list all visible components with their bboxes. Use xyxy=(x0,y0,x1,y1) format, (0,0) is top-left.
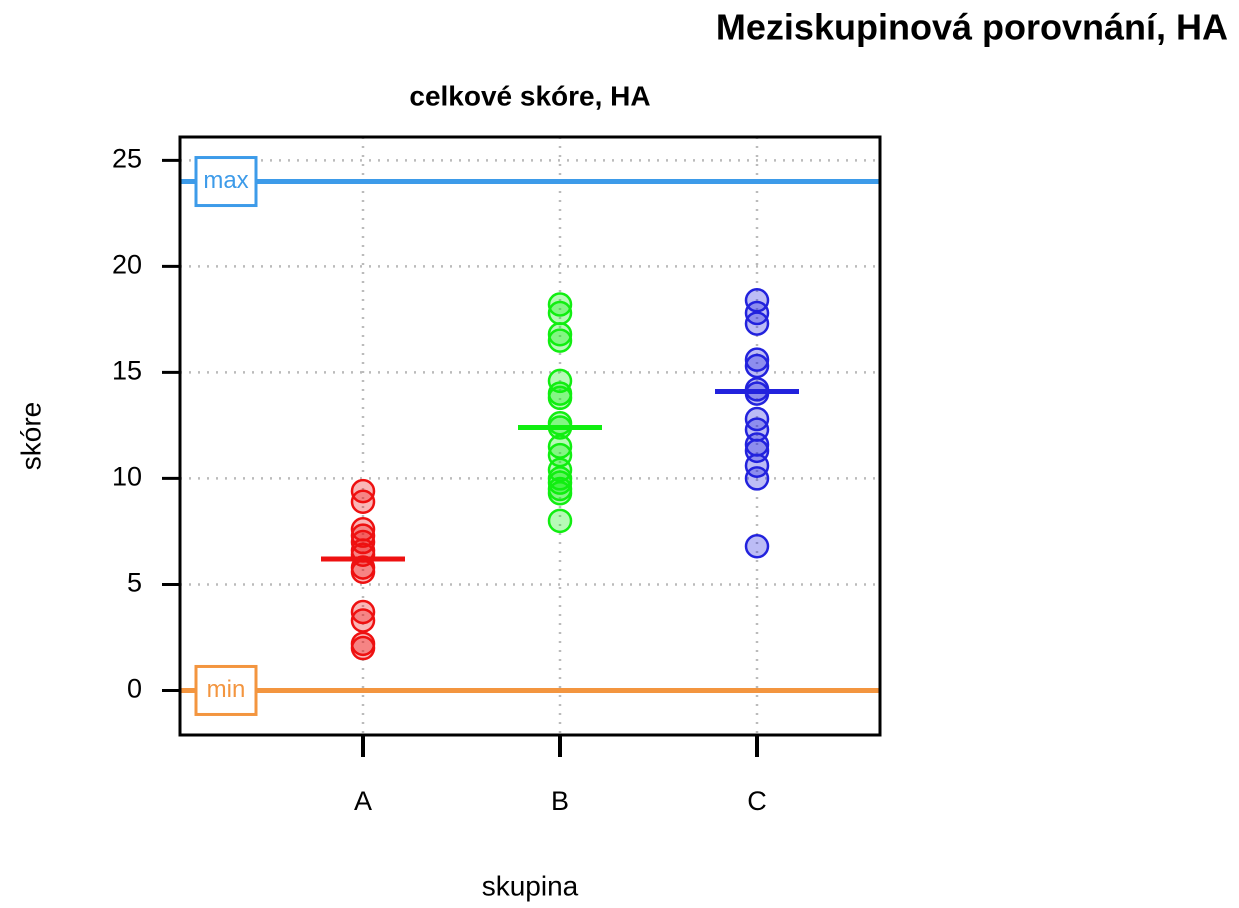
point xyxy=(350,599,376,625)
point xyxy=(547,328,573,353)
x-tick-label: B xyxy=(551,786,569,816)
x-axis-label: skupina xyxy=(482,870,579,901)
chart-title: Meziskupinová porovnání, HA xyxy=(716,7,1228,48)
y-tick-label: 15 xyxy=(112,356,142,386)
point xyxy=(547,457,573,483)
reference-label: max xyxy=(203,167,248,194)
y-tick-label: 5 xyxy=(127,568,142,598)
point xyxy=(547,508,573,534)
point xyxy=(744,288,770,313)
point xyxy=(547,292,573,317)
point xyxy=(350,559,376,584)
reference-label-box xyxy=(194,156,258,208)
point xyxy=(744,466,770,491)
point xyxy=(350,489,376,514)
y-tick-label: 20 xyxy=(112,249,142,279)
point xyxy=(547,300,573,326)
point xyxy=(350,608,376,633)
point xyxy=(547,481,573,506)
y-axis-label: skóre xyxy=(15,402,46,470)
point xyxy=(350,635,376,661)
point xyxy=(350,529,376,555)
point xyxy=(547,434,573,459)
point xyxy=(547,321,573,347)
point xyxy=(744,453,770,478)
y-tick-label: 10 xyxy=(112,462,142,492)
point xyxy=(744,353,770,379)
reference-label-box xyxy=(194,664,258,716)
y-tick-label: 0 xyxy=(127,674,142,704)
chart-subtitle: celkové skóre, HA xyxy=(409,80,650,111)
x-tick-label: A xyxy=(354,786,372,816)
point xyxy=(547,385,573,411)
y-tick-label: 25 xyxy=(112,143,142,173)
x-tick-label: C xyxy=(747,786,767,816)
reference-label: min xyxy=(207,676,246,703)
point xyxy=(744,347,770,372)
plot-frame xyxy=(178,135,882,737)
point xyxy=(547,368,573,394)
point xyxy=(744,311,770,336)
point xyxy=(744,534,770,559)
